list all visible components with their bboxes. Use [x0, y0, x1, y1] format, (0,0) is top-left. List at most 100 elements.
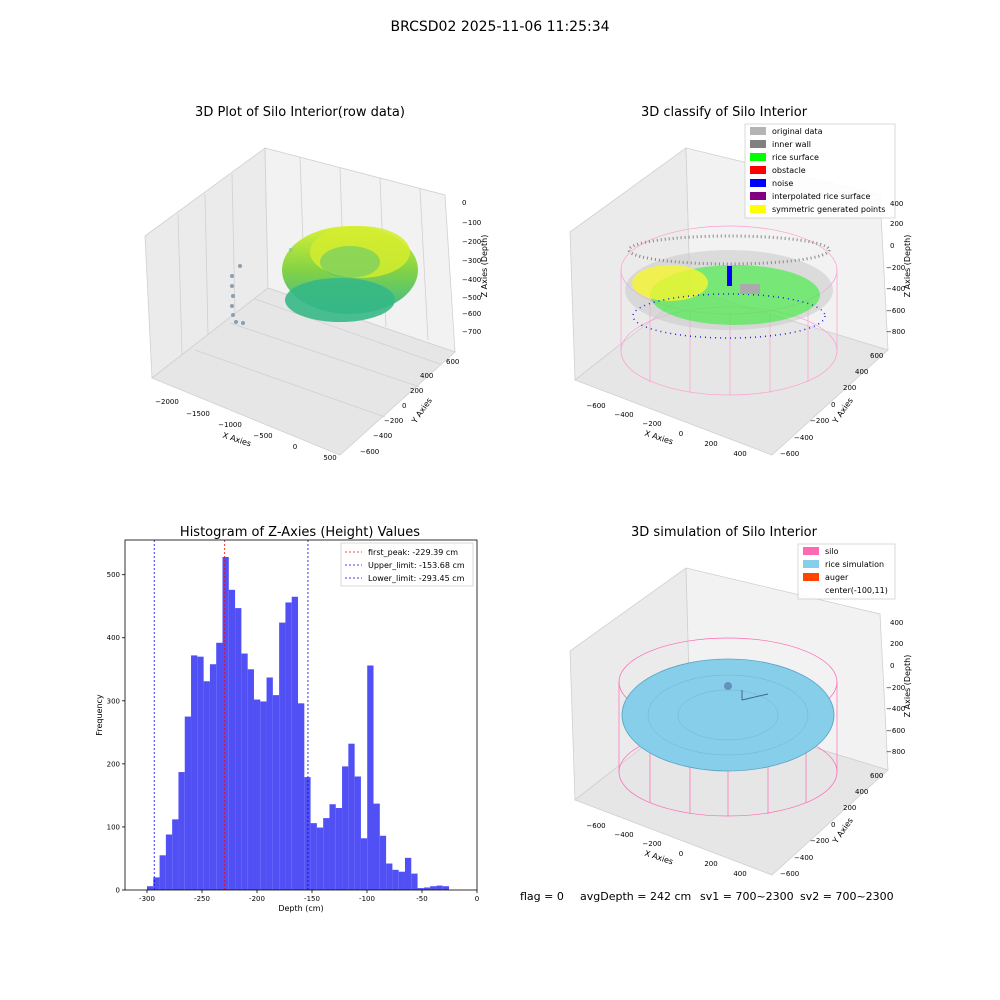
svg-text:200: 200: [843, 384, 856, 392]
hist-y-label: Frequency: [95, 694, 104, 736]
raw-x-tick: −2000: [155, 398, 179, 406]
legend-item-center: center(-100,11): [825, 586, 888, 595]
classify-legend: original data inner wall rice surface ob…: [744, 123, 896, 219]
svg-text:600: 600: [870, 352, 883, 360]
simulation-y-ticks: −600 −400 −200 0 200 400 600: [780, 772, 883, 878]
hist-bar: [159, 855, 166, 890]
svg-text:−400: −400: [794, 434, 813, 442]
hist-bar: [342, 766, 349, 890]
svg-text:−200: −200: [810, 837, 829, 845]
svg-text:auger: auger: [825, 573, 849, 582]
panel-raw-3d: 3D Plot of Silo Interior(row data) −: [144, 105, 489, 462]
legend-item-noise: noise: [750, 179, 793, 188]
raw-x-tick: −500: [253, 432, 272, 440]
raw-z-tick: −300: [462, 257, 481, 265]
svg-text:−800: −800: [886, 748, 905, 756]
panel-classify-3d: 3D classify of Silo Interior orig: [569, 105, 912, 458]
hist-legend: first_peak: -229.39 cm Upper_limit: -153…: [340, 542, 474, 587]
panel-histogram: Histogram of Z-Axies (Height) Values -30…: [95, 525, 479, 913]
hist-bar: [392, 869, 399, 890]
hist-bar: [298, 703, 305, 890]
svg-text:0: 0: [890, 662, 894, 670]
hist-bars: [147, 557, 450, 890]
svg-text:−600: −600: [780, 870, 799, 878]
hist-bar: [147, 886, 154, 890]
raw-x-tick: −1500: [186, 410, 210, 418]
raw-x-label: X Axies: [221, 431, 252, 449]
svg-text:400: 400: [890, 200, 903, 208]
svg-text:−600: −600: [780, 450, 799, 458]
hist-bar: [247, 669, 254, 890]
simulation-z-label: Z Axies (Depth): [903, 655, 912, 718]
svg-text:silo: silo: [825, 547, 839, 556]
legend-item-interpolated: interpolated rice surface: [750, 192, 870, 201]
hist-bar: [360, 838, 368, 890]
svg-text:inner wall: inner wall: [772, 140, 811, 149]
svg-text:−400: −400: [886, 285, 905, 293]
svg-text:0: 0: [890, 242, 894, 250]
svg-text:−200: −200: [642, 420, 661, 428]
hist-bar: [423, 887, 431, 890]
hist-bar: [404, 857, 412, 890]
hist-bar: [178, 772, 185, 890]
raw-y-ticks: −600 −400 −200 0 200 400 600: [360, 358, 459, 456]
raw-z-tick: −200: [462, 238, 481, 246]
hist-bar: [216, 642, 223, 890]
svg-text:0: 0: [831, 401, 835, 409]
hist-bar: [310, 823, 317, 890]
raw-y-tick: 200: [410, 387, 423, 395]
simulation-z-ticks: 400 200 0 −200 −400 −600 −800: [886, 619, 905, 756]
hist-bar: [228, 589, 236, 890]
svg-text:400: 400: [855, 788, 868, 796]
svg-text:0: 0: [679, 850, 683, 858]
hist-bar: [367, 665, 374, 890]
hist-bar: [209, 664, 217, 890]
svg-text:−200: −200: [810, 417, 829, 425]
hist-bar: [291, 596, 299, 890]
svg-text:400: 400: [733, 870, 746, 878]
hist-bar: [191, 655, 198, 890]
legend-item-original-data: original data: [750, 127, 823, 136]
sv1-text: sv1 = 700~2300: [700, 890, 794, 903]
flag-text: flag = 0: [520, 890, 564, 903]
hist-y-tick-label: 200: [107, 760, 120, 768]
hist-bar: [172, 819, 179, 890]
hist-bar: [348, 743, 355, 890]
raw-y-tick: −600: [360, 448, 379, 456]
svg-text:obstacle: obstacle: [772, 166, 806, 175]
hist-bar: [165, 834, 173, 890]
legend-item-rice-surface: rice surface: [750, 153, 819, 162]
hist-bar: [379, 835, 387, 890]
legend-item-silo: silo: [803, 547, 839, 556]
hist-x-label: Depth (cm): [278, 904, 323, 913]
classify-points: [625, 234, 833, 339]
hist-y-tick-label: 500: [107, 571, 120, 579]
svg-text:Lower_limit: -293.45 cm: Lower_limit: -293.45 cm: [368, 574, 465, 583]
simulation-x-label: X Axies: [643, 849, 674, 867]
classify-plot-title: 3D classify of Silo Interior: [641, 105, 808, 120]
simulation-rice-surface: [621, 658, 835, 772]
raw-y-tick: −400: [373, 432, 392, 440]
raw-plot-title: 3D Plot of Silo Interior(row data): [195, 105, 405, 120]
legend-item-obstacle: obstacle: [750, 166, 806, 175]
hist-bar: [411, 873, 418, 890]
hist-bar: [197, 656, 204, 890]
hist-bar: [398, 871, 405, 890]
hist-bar: [253, 699, 261, 890]
raw-z-ticks: 0 −100 −200 −300 −400 −500 −600 −700: [462, 199, 481, 336]
hist-bar: [304, 777, 311, 890]
hist-bar: [323, 818, 330, 890]
svg-text:200: 200: [890, 640, 903, 648]
hist-bar: [235, 608, 242, 890]
raw-x-ticks: −2000 −1500 −1000 −500 0 500: [155, 398, 337, 462]
footer-status: flag = 0 avgDepth = 242 cm sv1 = 700~230…: [520, 890, 894, 903]
hist-y-axis: 0 100 200 300 400 500: [107, 571, 125, 895]
svg-text:symmetric generated points: symmetric generated points: [772, 205, 885, 214]
svg-text:−600: −600: [586, 822, 605, 830]
avg-depth-text: avgDepth = 242 cm: [580, 890, 691, 903]
raw-rice-points: [230, 226, 418, 325]
hist-bar: [316, 827, 324, 890]
svg-text:−200: −200: [886, 264, 905, 272]
hist-x-tick-label: -150: [304, 895, 320, 903]
hist-y-tick-label: 100: [107, 823, 120, 831]
